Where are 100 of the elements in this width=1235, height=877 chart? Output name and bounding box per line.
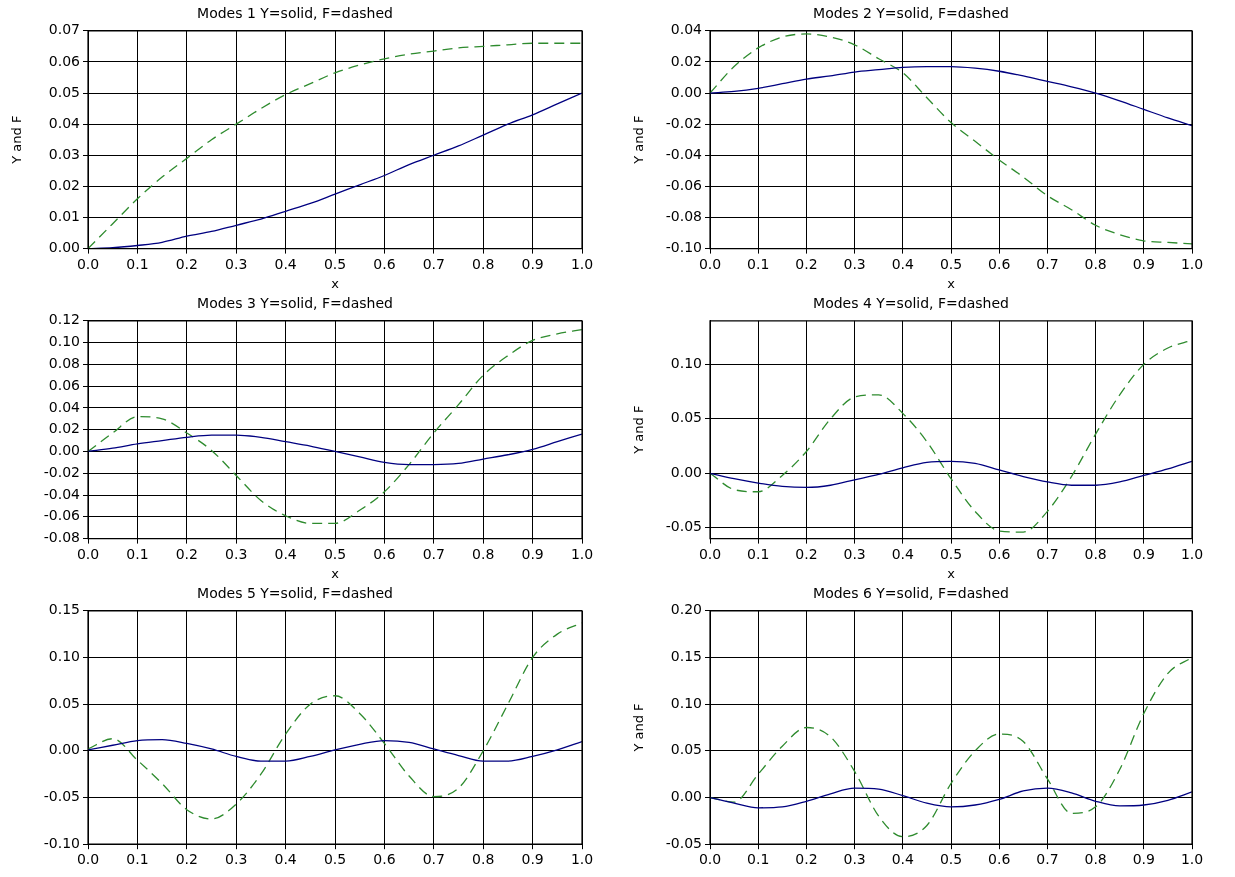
y-tick-label: -0.02 xyxy=(43,463,80,480)
y-tick-label: -0.10 xyxy=(665,239,702,256)
y-tick-label: 0.10 xyxy=(48,333,80,350)
x-tick-label: 0.8 xyxy=(1084,545,1107,562)
x-tick-label: 0.7 xyxy=(1036,851,1059,868)
x-tick-label: 0.1 xyxy=(747,255,770,272)
x-tick-label: 0.2 xyxy=(175,851,198,868)
y-axis-title: Y and F xyxy=(631,115,647,165)
x-tick-label: 1.0 xyxy=(570,255,594,272)
x-tick-label: 1.0 xyxy=(1180,545,1204,562)
y-tick-label: -0.05 xyxy=(665,834,702,851)
x-tick-label: 0.9 xyxy=(1132,545,1155,562)
x-tick-label: 0.3 xyxy=(225,851,248,868)
y-tick-label: -0.06 xyxy=(665,177,703,194)
y-tick-label: 0.20 xyxy=(670,601,702,618)
y-tick-label: 0.00 xyxy=(670,463,702,480)
x-tick-label: 0.0 xyxy=(76,255,100,272)
y-tick-label: 0.00 xyxy=(48,741,80,758)
y-tick-label: 0.12 xyxy=(48,311,80,328)
y-axis-title: Y and F xyxy=(9,115,25,165)
x-tick-label: 0.9 xyxy=(1132,255,1155,272)
y-tick-label: 0.15 xyxy=(670,648,702,665)
x-tick-label: 0.6 xyxy=(988,255,1011,272)
y-tick-label: -0.05 xyxy=(43,788,80,805)
x-tick-label: 0.7 xyxy=(422,255,445,272)
x-tick-label: 0.4 xyxy=(891,851,915,868)
x-tick-label: 0.8 xyxy=(472,851,495,868)
y-tick-label: 0.00 xyxy=(670,83,702,100)
x-tick-label: 0.5 xyxy=(939,255,963,272)
x-tick-label: 0.0 xyxy=(698,545,722,562)
x-tick-label: 0.1 xyxy=(747,851,770,868)
x-tick-label: 0.5 xyxy=(323,545,347,562)
x-tick-label: 0.6 xyxy=(373,255,396,272)
x-tick-label: 0.0 xyxy=(76,851,100,868)
x-tick-label: 0.3 xyxy=(843,851,866,868)
y-tick-label: -0.08 xyxy=(43,529,80,546)
y-tick-label: -0.06 xyxy=(43,507,81,524)
y-tick-label: 0.07 xyxy=(48,21,80,38)
x-tick-label: 0.9 xyxy=(521,851,544,868)
y-tick-label: 0.04 xyxy=(670,21,703,38)
x-tick-label: 0.9 xyxy=(521,545,544,562)
y-tick-label: 0.00 xyxy=(670,788,702,805)
y-tick-label: 0.05 xyxy=(48,694,80,711)
y-tick-label: 0.00 xyxy=(48,442,80,459)
x-tick-label: 0.4 xyxy=(274,851,297,868)
x-tick-label: 0.6 xyxy=(373,851,396,868)
y-tick-label: 0.02 xyxy=(670,52,702,69)
chart-title: Modes 2 Y=solid, F=dashed xyxy=(813,5,1009,22)
y-tick-label: 0.08 xyxy=(48,355,80,371)
y-tick-label: 0.04 xyxy=(48,114,81,131)
y-tick-label: 0.15 xyxy=(48,601,80,618)
x-tick-label: 0.3 xyxy=(843,545,866,562)
x-tick-label: 0.9 xyxy=(1132,851,1155,868)
x-axis-title: x xyxy=(947,275,956,291)
chart-title: Modes 6 Y=solid, F=dashed xyxy=(813,585,1009,602)
y-tick-label: 0.05 xyxy=(670,741,702,758)
x-tick-label: 0.6 xyxy=(988,545,1011,562)
x-tick-label: 0.8 xyxy=(472,255,495,272)
y-tick-label: 0.06 xyxy=(48,376,81,393)
x-axis-title: x xyxy=(331,275,340,291)
y-tick-label: 0.02 xyxy=(48,177,80,194)
y-tick-label: -0.08 xyxy=(665,208,702,225)
x-tick-label: 0.8 xyxy=(1084,851,1107,868)
x-tick-label: 0.1 xyxy=(126,851,149,868)
y-tick-label: 0.00 xyxy=(48,239,80,256)
x-tick-label: 0.3 xyxy=(843,255,866,272)
y-tick-label: 0.10 xyxy=(670,355,702,371)
chart-title: Modes 3 Y=solid, F=dashed xyxy=(197,295,393,312)
x-axis-title: x xyxy=(331,565,340,581)
y-tick-label: 0.06 xyxy=(48,52,81,69)
y-axis-title: Y and F xyxy=(631,703,647,753)
x-tick-label: 0.0 xyxy=(698,851,722,868)
x-tick-label: 0.5 xyxy=(939,851,963,868)
x-tick-label: 1.0 xyxy=(570,545,594,562)
x-tick-label: 0.2 xyxy=(175,545,198,562)
x-tick-label: 0.3 xyxy=(225,255,248,272)
x-tick-label: 0.2 xyxy=(175,255,198,272)
x-tick-label: 0.4 xyxy=(274,255,297,272)
x-tick-label: 0.7 xyxy=(1036,255,1059,272)
x-tick-label: 0.5 xyxy=(323,255,347,272)
y-tick-label: 0.10 xyxy=(670,694,702,711)
x-tick-label: 1.0 xyxy=(1180,851,1204,868)
y-tick-label: 0.01 xyxy=(48,208,80,225)
x-tick-label: 0.2 xyxy=(795,851,818,868)
x-tick-label: 0.1 xyxy=(126,255,149,272)
x-tick-label: 0.0 xyxy=(76,545,100,562)
chart-title: Modes 4 Y=solid, F=dashed xyxy=(813,295,1009,312)
y-tick-label: 0.02 xyxy=(48,420,80,437)
x-tick-label: 0.2 xyxy=(795,545,818,562)
y-tick-label: -0.05 xyxy=(665,518,702,535)
y-tick-label: 0.04 xyxy=(48,398,81,415)
y-tick-label: 0.05 xyxy=(670,409,702,426)
x-tick-label: 0.5 xyxy=(939,545,963,562)
x-axis-title: x xyxy=(947,565,956,581)
y-tick-label: -0.02 xyxy=(665,114,702,131)
x-tick-label: 0.1 xyxy=(126,545,149,562)
x-tick-label: 1.0 xyxy=(1180,255,1204,272)
x-tick-label: 0.9 xyxy=(521,255,544,272)
x-tick-label: 0.4 xyxy=(891,255,915,272)
x-tick-label: 0.7 xyxy=(422,545,445,562)
